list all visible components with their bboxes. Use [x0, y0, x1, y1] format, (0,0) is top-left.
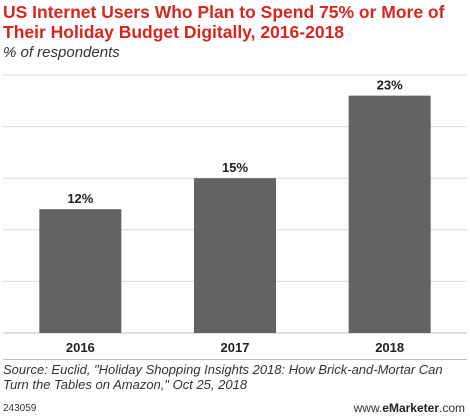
chart-id: 243059 [3, 403, 37, 414]
value-label-2016: 12% [67, 191, 93, 206]
footer-divider [3, 359, 467, 360]
bars [39, 95, 431, 333]
brand-prefix: www. [353, 401, 383, 415]
x-tick-2018: 2018 [375, 340, 404, 355]
bar-chart: 12% 15% 23% 2016 2017 2018 [3, 74, 467, 355]
x-tick-2016: 2016 [66, 340, 95, 355]
bar-2016 [39, 209, 122, 333]
bar-2017 [194, 178, 276, 333]
source-note: Source: Euclid, "Holiday Shopping Insigh… [3, 362, 443, 392]
value-label-2017: 15% [222, 160, 248, 175]
brand-suffix: .com [438, 401, 465, 415]
brand-logo: www.eMarketer.com [354, 401, 465, 415]
x-axis-ticks: 2016 2017 2018 [66, 340, 404, 355]
value-labels: 12% 15% 23% [67, 78, 403, 207]
x-tick-2017: 2017 [221, 340, 250, 355]
chart-subtitle: % of respondents [3, 44, 120, 61]
value-label-2018: 23% [377, 78, 403, 93]
brand-name: eMarketer [382, 401, 439, 415]
chart-title: US Internet Users Who Plan to Spend 75% … [3, 2, 445, 42]
bar-2018 [348, 95, 431, 333]
